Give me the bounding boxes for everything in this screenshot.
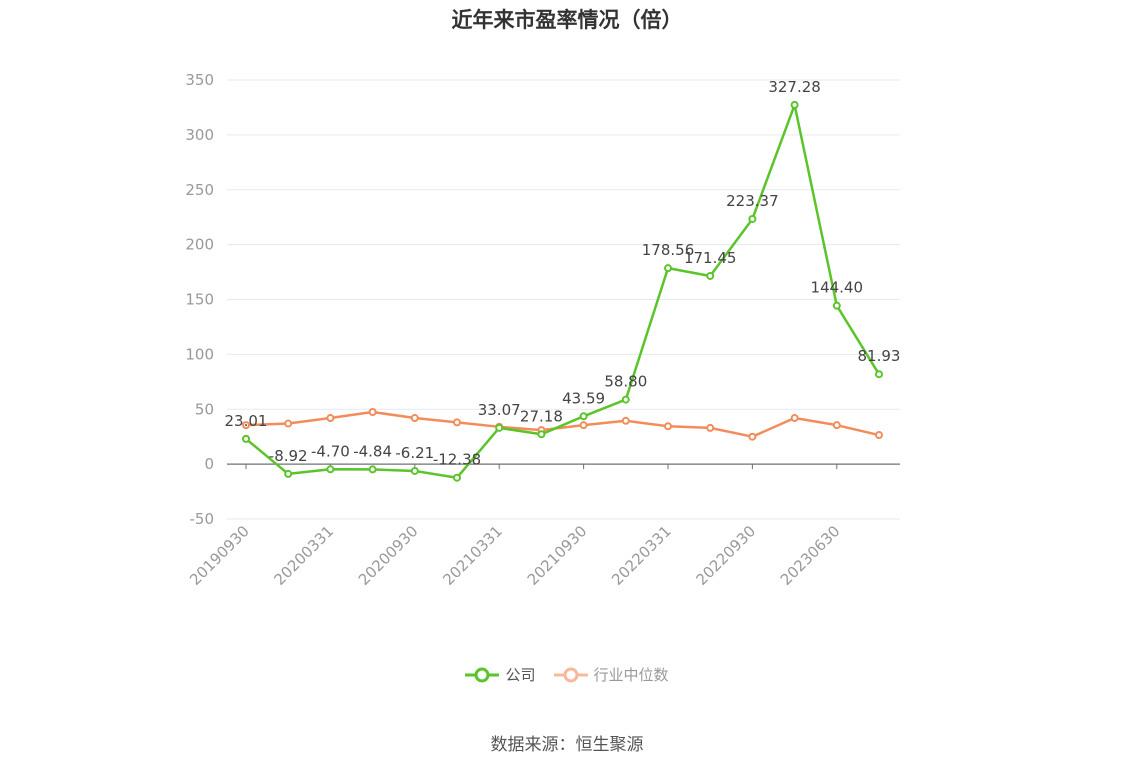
- data-label: 223.37: [726, 192, 779, 210]
- y-tick-label: 150: [185, 291, 214, 309]
- x-tick-label: 20200930: [355, 522, 422, 589]
- data-point-company: [748, 214, 757, 223]
- data-point-industry: [579, 421, 588, 430]
- data-label: 43.59: [562, 389, 605, 407]
- data-labels: 23.01-8.92 -4.70 -4.84 -6.21-12.38 33.07 27.1…: [225, 78, 901, 469]
- data-point-industry: [832, 421, 841, 430]
- data-label: 58.80: [604, 373, 647, 391]
- legend-industry-label: 行业中位数: [593, 666, 669, 684]
- data-point-company: [453, 473, 461, 482]
- legend-company-label: 公司: [505, 666, 536, 684]
- data-point-company: [832, 301, 841, 310]
- data-label: 23.01: [225, 412, 268, 430]
- data-point-industry: [748, 432, 757, 441]
- data-point-industry: [706, 423, 715, 432]
- x-tick-label: 20200331: [271, 522, 338, 589]
- data-point-company: [621, 395, 630, 404]
- y-tick-label: 100: [185, 345, 214, 363]
- y-tick-label: -50: [190, 510, 215, 528]
- data-label: -4.84: [353, 442, 392, 460]
- legend-item-industry[interactable]: 行业中位数: [553, 664, 669, 685]
- line-chart: -50 0 50 100 150 200 250 300 350 20190930 2020033…: [185, 71, 901, 589]
- data-point-company: [875, 370, 883, 379]
- data-label: 144.40: [811, 279, 864, 297]
- series-line-industry: [245, 410, 880, 438]
- data-label: -6.21: [395, 444, 434, 462]
- data-point-industry: [368, 407, 377, 416]
- series-line-company: [245, 103, 881, 479]
- y-tick-label: 300: [185, 126, 214, 144]
- data-point-industry: [410, 414, 419, 423]
- x-axis: 20190930 20200331 20200930 20210331 20210930…: [186, 463, 900, 589]
- data-point-company: [495, 423, 504, 432]
- data-label: -8.92: [269, 447, 308, 465]
- x-tick-label: 20220930: [693, 522, 760, 589]
- data-point-company: [664, 264, 672, 273]
- data-label: 81.93: [858, 347, 901, 365]
- y-tick-label: 200: [185, 236, 214, 254]
- data-source: 数据来源：恒生聚源: [490, 735, 644, 755]
- series-lines: [242, 100, 883, 482]
- data-point-company: [706, 271, 715, 280]
- data-label: 178.56: [642, 241, 695, 259]
- data-point-company: [242, 434, 250, 443]
- data-label: 33.07: [478, 401, 521, 419]
- data-point-company: [284, 469, 293, 478]
- data-label: 171.45: [684, 249, 737, 267]
- data-point-company: [368, 465, 377, 474]
- legend-company-marker: [465, 667, 500, 682]
- data-label: -4.70: [311, 442, 350, 460]
- data-point-industry: [326, 414, 335, 423]
- data-point-company: [326, 465, 335, 474]
- x-tick-label: 20210331: [439, 522, 506, 589]
- data-label: -12.38: [433, 451, 481, 469]
- data-point-industry: [875, 431, 883, 440]
- x-tick-label: 20220331: [608, 522, 675, 589]
- chart-title: 近年来市盈率情况（倍）: [451, 8, 683, 32]
- data-point-industry: [664, 422, 672, 431]
- y-tick-label: 50: [195, 400, 214, 418]
- x-tick-label: 20210930: [524, 522, 591, 589]
- y-axis: -50 0 50 100 150 200 250 300 350: [185, 71, 214, 528]
- data-label: 27.18: [520, 407, 563, 425]
- y-tick-label: 0: [204, 455, 214, 473]
- data-point-industry: [790, 414, 799, 423]
- x-tick-label: 20230630: [777, 522, 844, 589]
- y-tick-label: 350: [185, 71, 214, 89]
- x-tick-label: 20190930: [186, 522, 253, 589]
- data-point-company: [410, 466, 419, 475]
- grid-lines: [227, 79, 900, 520]
- legend-industry-marker: [553, 667, 588, 682]
- y-tick-label: 250: [185, 181, 214, 199]
- data-point-company: [790, 100, 799, 109]
- data-point-industry: [453, 418, 461, 427]
- data-point-company: [537, 430, 546, 439]
- data-point-industry: [621, 416, 630, 425]
- data-label: 327.28: [768, 78, 821, 96]
- legend: 公司 行业中位数: [0, 664, 1134, 685]
- legend-item-company[interactable]: 公司: [465, 664, 536, 685]
- data-point-industry: [242, 421, 250, 430]
- data-point-company: [579, 412, 588, 421]
- data-point-industry: [284, 419, 293, 428]
